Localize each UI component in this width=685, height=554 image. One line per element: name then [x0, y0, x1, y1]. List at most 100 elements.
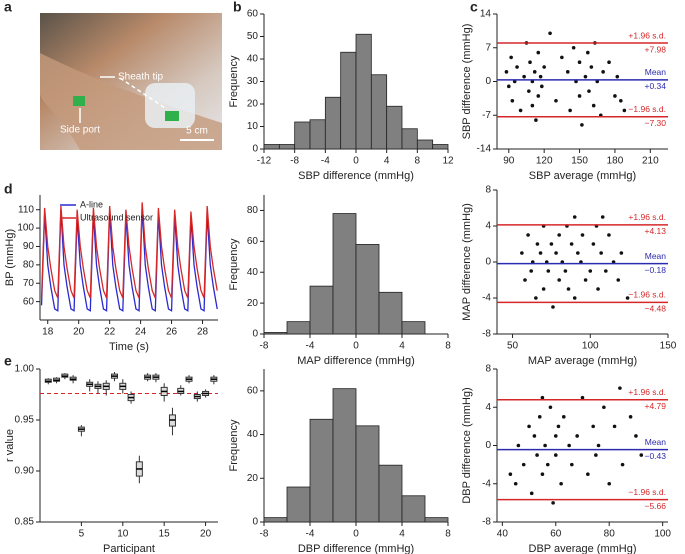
y-tick-label: 30 [247, 76, 259, 87]
series-line [40, 207, 218, 312]
y-tick-label: 70 [23, 278, 35, 289]
x-tick-label: 180 [607, 156, 624, 167]
limit-name: −1.96 s.d. [628, 487, 666, 497]
y-tick-label: 50 [247, 31, 259, 42]
point [596, 287, 600, 291]
x-tick-label: 8 [445, 341, 451, 352]
point [583, 278, 588, 282]
point [616, 278, 621, 282]
y-tick-label: 4 [485, 402, 491, 413]
y-tick-label: 1.00 [15, 364, 35, 375]
bar [263, 332, 288, 335]
bar [286, 486, 311, 523]
point [625, 296, 630, 300]
point [506, 84, 511, 89]
x-tick-label: 90 [503, 156, 515, 167]
point [563, 269, 568, 273]
y-tick-label: 20 [247, 473, 259, 484]
y-tick-label: 7 [485, 42, 491, 53]
x-tick-label: 150 [660, 341, 677, 352]
limit-value: −7.30 [644, 118, 666, 128]
point [527, 424, 531, 429]
x-tick-label: -8 [260, 529, 269, 540]
point [551, 305, 555, 309]
point [580, 123, 584, 127]
bar [416, 139, 434, 150]
x-tick-label: 18 [42, 327, 54, 338]
x-tick-label: 150 [571, 156, 588, 167]
bar [401, 321, 426, 335]
point [607, 60, 611, 65]
bar [278, 144, 296, 150]
x-tick-label: 60 [550, 529, 562, 540]
bar [401, 128, 418, 150]
y-tick-label: -14 [477, 144, 492, 155]
x-tick-label: 8 [415, 156, 421, 167]
point [602, 405, 606, 410]
point [599, 251, 603, 255]
panel-letter: e [4, 353, 12, 369]
point [510, 98, 515, 103]
point [554, 251, 558, 255]
point [522, 74, 526, 79]
x-tick-label: 100 [582, 341, 599, 352]
point [619, 98, 623, 103]
x-tick-label: -4 [306, 341, 315, 352]
y-tick-label: 80 [247, 205, 259, 216]
point [583, 74, 588, 79]
limit-value: +0.34 [644, 81, 666, 91]
y-tick-label: 20 [247, 298, 259, 309]
bar [286, 321, 311, 335]
y-tick-label: 0 [252, 329, 258, 340]
legend-label: Ultrasound sensor [80, 212, 153, 222]
y-tick-label: 60 [23, 296, 35, 307]
point [589, 65, 594, 69]
y-tick-label: 40 [247, 429, 259, 440]
point [601, 70, 605, 74]
x-tick-label: 40 [497, 529, 509, 540]
point [622, 108, 627, 113]
x-tick-label: 26 [166, 327, 178, 338]
x-tick-label: 4 [399, 529, 405, 540]
series-line [40, 202, 218, 299]
bar [294, 121, 311, 150]
limit-name: Mean [645, 67, 667, 77]
point [618, 386, 622, 390]
point [588, 269, 593, 273]
x-axis-title: MAP difference (mmHg) [297, 355, 415, 367]
point [541, 287, 546, 291]
x-tick-label: 210 [642, 156, 659, 167]
x-tick-label: 5 [79, 529, 85, 540]
point [553, 453, 558, 457]
point [543, 443, 547, 448]
x-tick-label: -4 [321, 156, 330, 167]
bar [309, 418, 334, 523]
point [521, 462, 526, 467]
point [548, 405, 553, 410]
x-axis-title: SBP difference (mmHg) [298, 170, 414, 182]
x-tick-label: 24 [135, 327, 147, 338]
point [560, 55, 564, 60]
limit-value: +4.13 [644, 226, 666, 236]
x-tick-label: -4 [306, 529, 315, 540]
point [508, 472, 513, 476]
x-axis-title: Participant [103, 543, 155, 554]
point [545, 462, 550, 467]
point [556, 424, 561, 429]
bar [378, 464, 403, 523]
x-tick-label: 15 [159, 529, 171, 540]
y-tick-label: 4 [485, 221, 491, 232]
point [561, 415, 566, 419]
point [567, 443, 571, 448]
point [572, 296, 577, 300]
point [591, 103, 596, 108]
point [540, 84, 544, 89]
point [535, 242, 540, 246]
point [565, 70, 570, 74]
point [577, 94, 582, 98]
y-tick-label: 60 [247, 385, 259, 396]
x-axis-title: Time (s) [109, 341, 149, 353]
x-axis-title: SBP average (mmHg) [529, 170, 636, 182]
point [523, 278, 527, 282]
